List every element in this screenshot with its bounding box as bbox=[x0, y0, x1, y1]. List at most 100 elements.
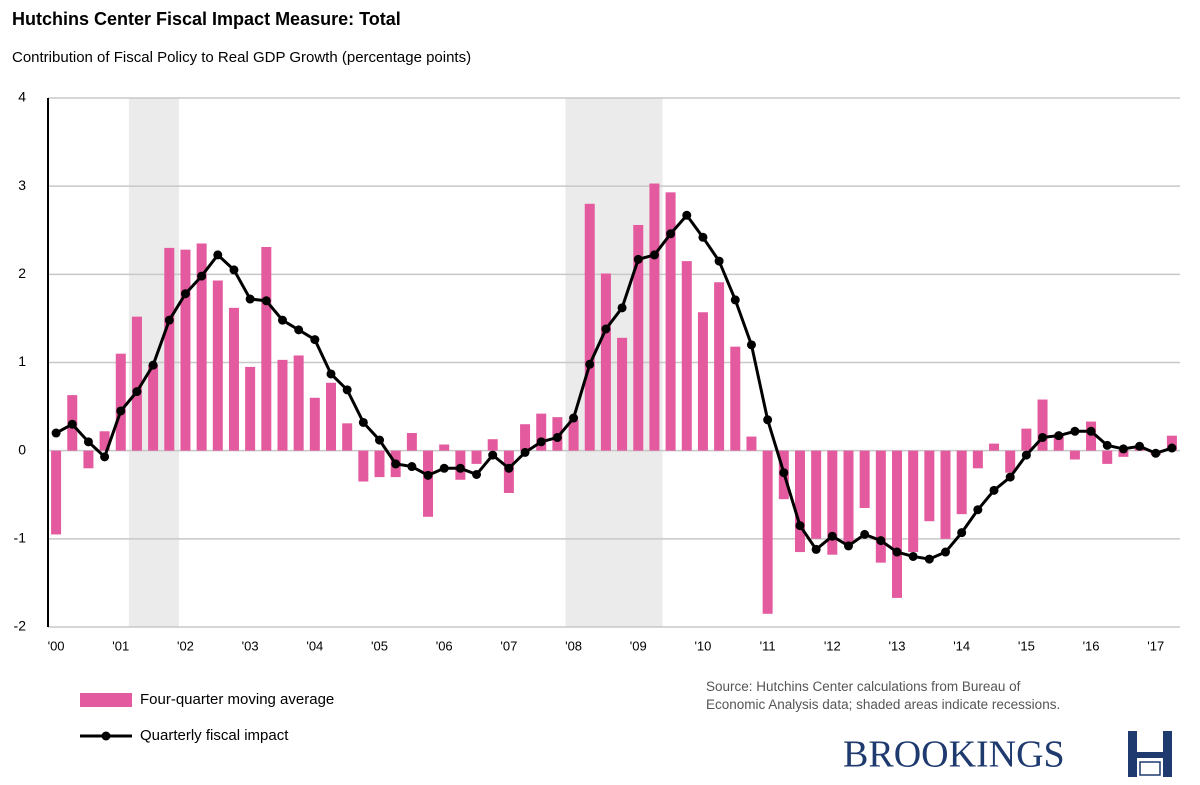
point bbox=[1086, 426, 1096, 436]
bar bbox=[859, 450, 870, 508]
point bbox=[51, 428, 61, 438]
point bbox=[294, 325, 304, 335]
y-tick-label: -1 bbox=[14, 530, 27, 546]
logo-mark bbox=[1128, 731, 1172, 777]
legend-swatch bbox=[80, 693, 132, 707]
point bbox=[617, 303, 627, 313]
bar bbox=[1069, 450, 1080, 460]
point bbox=[1135, 441, 1145, 451]
x-tick-label: '12 bbox=[824, 638, 841, 653]
y-tick-label: 1 bbox=[18, 353, 26, 369]
bar bbox=[649, 183, 660, 451]
point bbox=[1005, 472, 1015, 482]
point bbox=[569, 413, 579, 423]
bar bbox=[277, 359, 288, 451]
bar bbox=[99, 431, 110, 451]
point bbox=[1021, 450, 1031, 460]
point bbox=[649, 250, 659, 260]
point bbox=[1070, 426, 1080, 436]
chart-title: Hutchins Center Fiscal Impact Measure: T… bbox=[12, 9, 401, 29]
bar bbox=[1037, 399, 1048, 451]
point bbox=[682, 210, 692, 220]
bar bbox=[326, 382, 336, 451]
bar bbox=[1118, 450, 1129, 457]
point bbox=[908, 551, 918, 561]
bar bbox=[520, 424, 531, 451]
x-tick-label: '09 bbox=[630, 638, 647, 653]
bar bbox=[568, 419, 579, 451]
point bbox=[164, 315, 174, 325]
bar bbox=[423, 450, 434, 517]
bar bbox=[406, 433, 417, 451]
point bbox=[358, 417, 368, 427]
bar bbox=[148, 365, 159, 451]
point bbox=[1038, 432, 1048, 442]
point bbox=[472, 469, 482, 479]
bar bbox=[212, 280, 223, 451]
point bbox=[391, 459, 401, 469]
point bbox=[423, 470, 433, 480]
point bbox=[116, 406, 126, 416]
point bbox=[633, 254, 643, 264]
bar bbox=[697, 312, 708, 451]
point bbox=[552, 432, 562, 442]
point bbox=[714, 256, 724, 266]
point bbox=[941, 547, 951, 557]
line bbox=[55, 212, 1173, 561]
point bbox=[197, 271, 207, 281]
x-tick-label: '11 bbox=[760, 638, 776, 653]
point bbox=[277, 315, 287, 325]
y-tick-label: -2 bbox=[14, 618, 27, 634]
bar bbox=[83, 450, 94, 469]
logo-text: BROOKINGS bbox=[843, 734, 1065, 776]
bar bbox=[940, 450, 951, 539]
x-tick-label: '01 bbox=[112, 638, 129, 653]
bar bbox=[827, 450, 838, 555]
bar bbox=[439, 444, 450, 451]
bar bbox=[471, 450, 482, 464]
legend-label: Four-quarter moving average bbox=[140, 691, 334, 708]
bar bbox=[665, 192, 676, 451]
point bbox=[100, 452, 110, 462]
bar bbox=[1021, 428, 1032, 451]
chart-subtitle: Contribution of Fiscal Policy to Real GD… bbox=[12, 49, 471, 66]
x-tick-label: '05 bbox=[371, 638, 388, 653]
bar bbox=[972, 450, 983, 469]
x-tick-label: '04 bbox=[306, 638, 323, 653]
bar bbox=[293, 355, 304, 451]
y-tick-label: 2 bbox=[18, 265, 26, 281]
bar bbox=[358, 450, 369, 482]
bar bbox=[180, 249, 191, 451]
point bbox=[730, 295, 740, 305]
bar bbox=[794, 450, 805, 553]
y-tick-label: 4 bbox=[18, 89, 26, 105]
bar bbox=[164, 247, 175, 451]
point bbox=[407, 462, 417, 472]
x-tick-label: '17 bbox=[1147, 638, 1164, 653]
point bbox=[585, 359, 595, 369]
bar bbox=[374, 450, 385, 478]
bar bbox=[536, 413, 547, 451]
point bbox=[245, 294, 255, 304]
bar bbox=[633, 224, 644, 451]
point bbox=[488, 450, 498, 460]
bar bbox=[875, 450, 886, 563]
point bbox=[261, 296, 271, 306]
point bbox=[504, 463, 514, 473]
legend-label: Quarterly fiscal impact bbox=[140, 727, 289, 744]
point bbox=[924, 554, 934, 564]
bar bbox=[131, 316, 142, 451]
point bbox=[326, 369, 336, 379]
point bbox=[213, 250, 223, 260]
point bbox=[666, 229, 676, 239]
bar bbox=[989, 443, 1000, 451]
bar bbox=[228, 307, 239, 451]
point bbox=[763, 415, 773, 425]
x-tick-label: '06 bbox=[436, 638, 453, 653]
bar bbox=[115, 353, 126, 451]
bar bbox=[600, 273, 611, 451]
point bbox=[843, 541, 853, 551]
bar bbox=[1102, 450, 1113, 464]
bar bbox=[196, 243, 207, 451]
